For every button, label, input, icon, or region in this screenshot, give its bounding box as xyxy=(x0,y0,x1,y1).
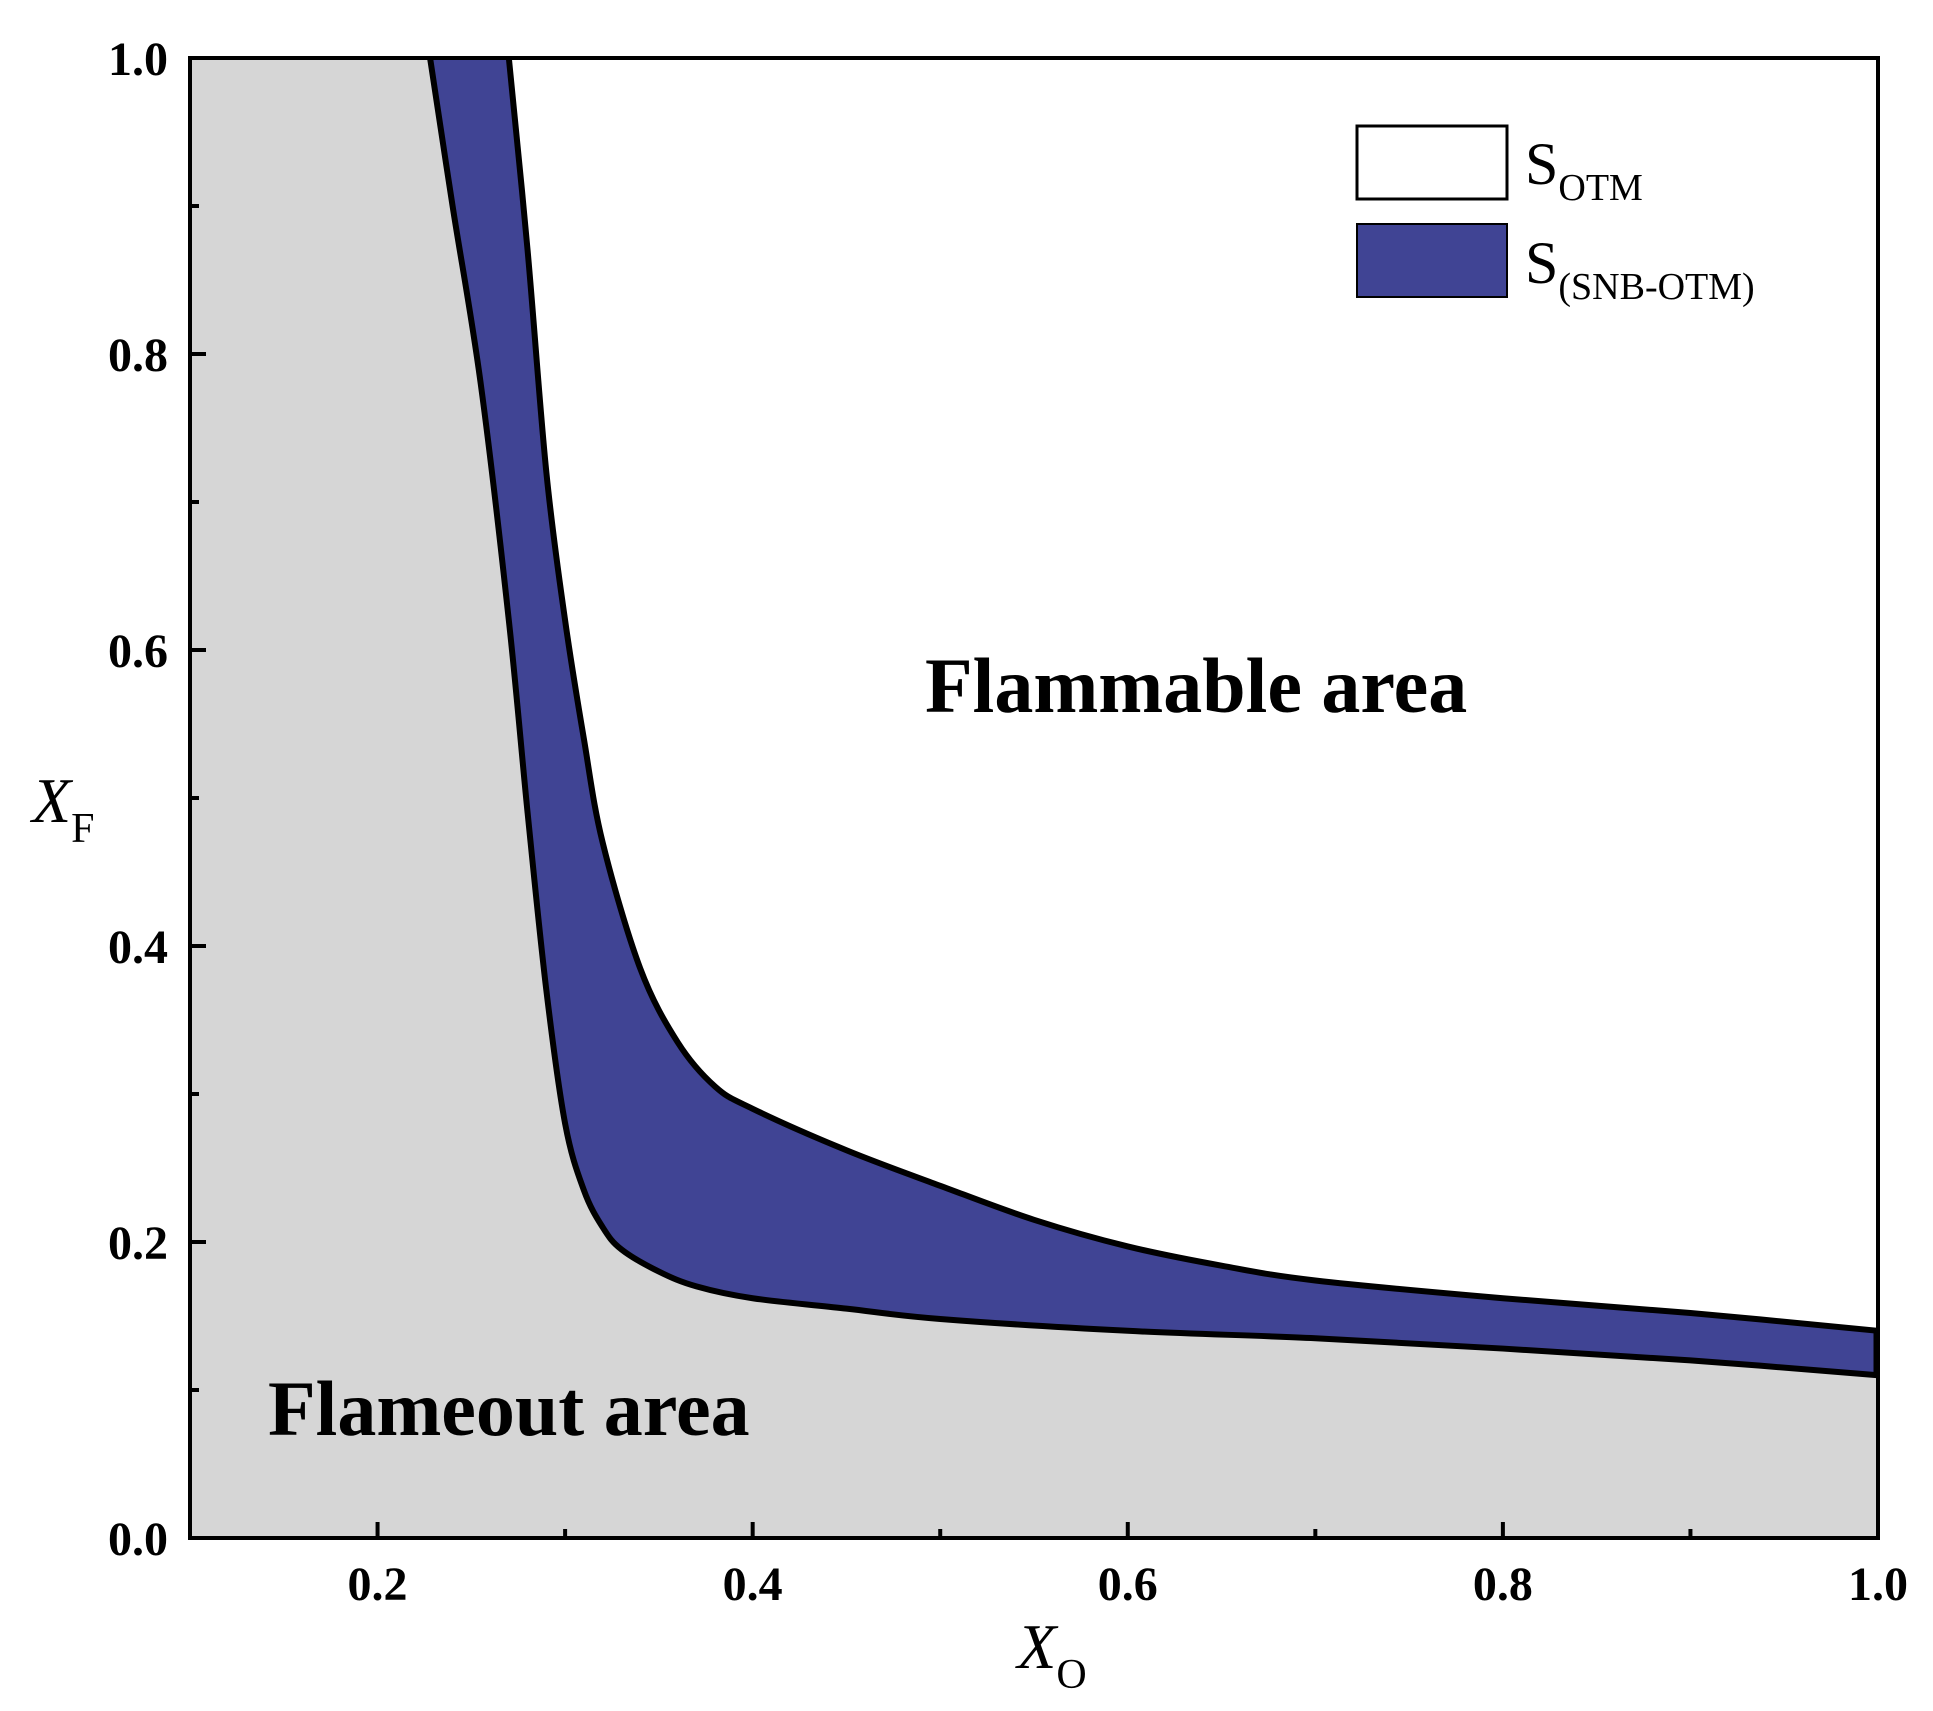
x-tick-label: 1.0 xyxy=(1848,1558,1908,1611)
legend: SOTM S(SNB-OTM) xyxy=(1355,124,1755,308)
y-tick-label: 1.0 xyxy=(108,33,168,86)
axes: 0.2 0.4 0.6 0.8 1.0 0.0 0.2 0.4 0.6 0.8 1.0 xyxy=(108,33,1908,1611)
legend-label-otm: SOTM xyxy=(1525,131,1643,209)
flammable-area-label: Flammable area xyxy=(925,642,1467,729)
legend-swatch-otm xyxy=(1355,124,1509,201)
y-axis-title: XF xyxy=(29,765,94,852)
x-tick-label: 0.4 xyxy=(723,1558,783,1611)
legend-label-snb-otm-subscript: (SNB-OTM) xyxy=(1558,266,1754,308)
flameout-area-label: Flameout area xyxy=(268,1365,750,1452)
x-tick-label: 0.2 xyxy=(348,1558,408,1611)
y-tick-label: 0.4 xyxy=(108,921,168,974)
y-axis-title-subscript: F xyxy=(71,806,94,852)
legend-swatch-snb-otm xyxy=(1356,223,1508,298)
x-axis-title: XO xyxy=(1014,1611,1086,1698)
y-tick-label: 0.8 xyxy=(108,329,168,382)
snb-otm-limit-curve xyxy=(505,57,1879,1334)
x-tick-label: 0.6 xyxy=(1098,1558,1158,1611)
legend-label-snb-otm: S(SNB-OTM) xyxy=(1525,230,1755,308)
x-axis-title-subscript: O xyxy=(1056,1652,1086,1698)
x-tick-label: 0.8 xyxy=(1473,1558,1533,1611)
y-tick-label: 0.2 xyxy=(108,1217,168,1270)
plot-area xyxy=(190,57,1879,1538)
otm-limit-curve xyxy=(427,57,1879,1379)
legend-label-otm-subscript: OTM xyxy=(1558,167,1642,209)
y-tick-label: 0.0 xyxy=(108,1513,168,1566)
flameout-region xyxy=(190,58,1878,1538)
y-tick-label: 0.6 xyxy=(108,625,168,678)
